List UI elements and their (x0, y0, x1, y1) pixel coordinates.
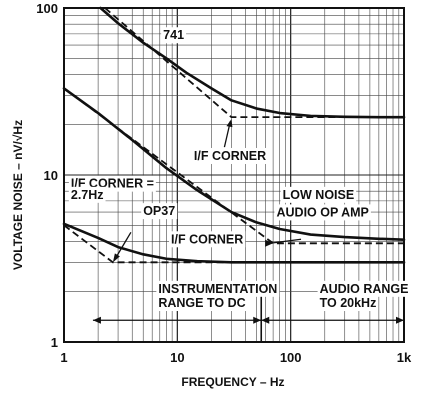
annotation-label-op37: OP37 (141, 203, 178, 220)
y-tick-label: 1 (51, 335, 58, 350)
range-arrowhead-left (261, 316, 270, 324)
asymptote-line (104, 7, 404, 119)
annotation-corner-op37-line2: 2.7Hz (68, 186, 106, 203)
x-axis-label: FREQUENCY – Hz (181, 375, 284, 389)
annotation-bg (156, 295, 248, 312)
annotation-bg (156, 280, 280, 297)
annotation-bg (191, 147, 269, 164)
annotation-bg (68, 186, 106, 203)
annotation-bg (141, 203, 178, 220)
annotation-bg (317, 295, 379, 312)
annotation-bg (280, 186, 357, 203)
annotation-lownoise-line2: AUDIO OP AMP (274, 204, 371, 221)
y-axis-label: VOLTAGE NOISE – nV/√Hz (11, 120, 25, 270)
annotation-text: AUDIO RANGE (320, 282, 409, 296)
annotation-bg (274, 204, 371, 221)
plot-frame (63, 7, 405, 343)
annotation-instr-line1: INSTRUMENTATION (156, 280, 280, 297)
corner-arrowhead (265, 239, 274, 247)
annotation-corner-lownoise-label: I/F CORNER (169, 231, 246, 248)
annotation-audio-line1: AUDIO RANGE (317, 280, 411, 297)
annotation-bg (161, 27, 187, 44)
corner-arrow (114, 231, 132, 260)
asymptote-line (63, 87, 404, 245)
curves (62, 6, 406, 264)
annotation-audio-line2: TO 20kHz (317, 295, 379, 312)
annotation-text: RANGE TO DC (158, 296, 245, 310)
annotation-instr-line2: RANGE TO DC (156, 295, 248, 312)
annotation-text: I/F CORNER (194, 149, 266, 163)
range-arrowhead-left (92, 316, 101, 324)
annotation-text: 2.7Hz (71, 188, 104, 202)
range-arrowhead-right (396, 316, 404, 324)
asymptote-line (63, 224, 404, 264)
corner-arrow (270, 238, 302, 244)
y-tick-label: 100 (36, 1, 58, 16)
annotation-text: AUDIO OP AMP (277, 205, 369, 219)
x-tick-label: 1 (60, 350, 67, 365)
x-tick-label: 100 (280, 350, 302, 365)
range-arrowhead-right (253, 316, 262, 324)
annotation-lownoise-line1: LOW NOISE (280, 186, 357, 203)
annotation-text: LOW NOISE (283, 188, 355, 202)
x-tick-label: 10 (170, 350, 184, 365)
annotation-corner-741-label: I/F CORNER (191, 147, 269, 164)
corner-markers (112, 119, 302, 263)
corner-arrowhead (112, 253, 120, 263)
annotation-text: 741 (163, 28, 184, 42)
y-tick-label: 10 (44, 168, 58, 183)
annotation-bg (169, 231, 246, 248)
annotation-text: I/F CORNER (171, 232, 243, 246)
annotation-label-741: 741 (161, 27, 187, 44)
annotation-text: TO 20kHz (320, 296, 377, 310)
annotation-text: OP37 (143, 204, 175, 218)
x-tick-label: 1k (397, 350, 412, 365)
annotation-text: INSTRUMENTATION (158, 282, 277, 296)
corner-arrowhead (226, 119, 233, 128)
annotation-bg (317, 280, 411, 297)
tick-labels: 1 10 100 1k 1 10 100 (36, 1, 412, 365)
